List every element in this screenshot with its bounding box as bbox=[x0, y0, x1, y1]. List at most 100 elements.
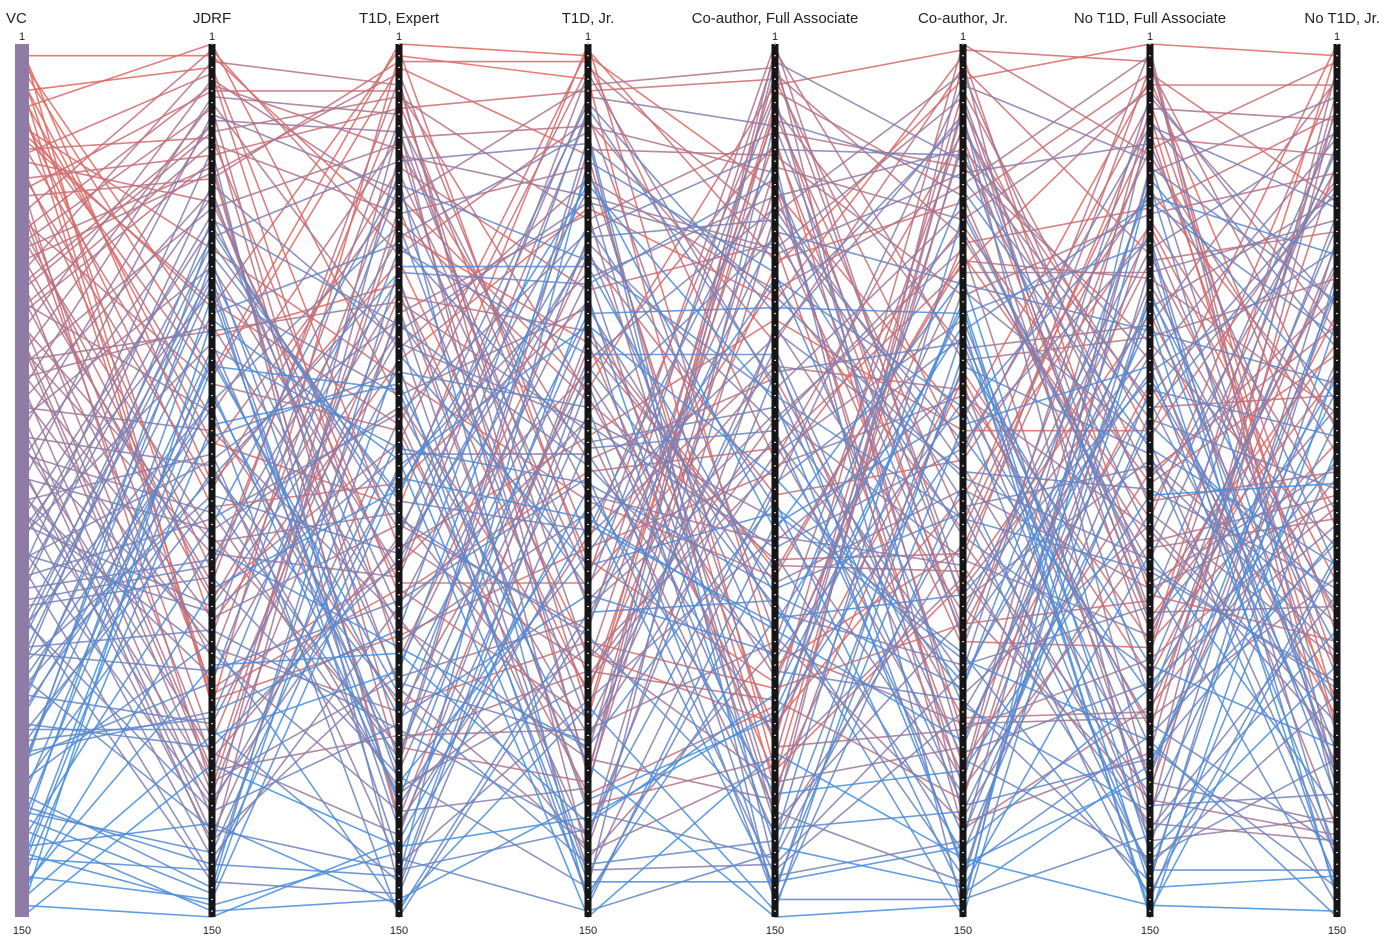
axis-tick-mark bbox=[587, 137, 589, 139]
axis-tick-mark bbox=[211, 230, 213, 233]
axis-tick-mark bbox=[398, 781, 400, 783]
axis-tick-mark bbox=[774, 230, 776, 233]
axis-tick-mark bbox=[211, 711, 213, 713]
item-polyline bbox=[21, 165, 1338, 877]
axis-tick-mark bbox=[1336, 898, 1338, 901]
axis-tick-mark bbox=[211, 699, 213, 701]
axis-tick-mark bbox=[1336, 90, 1338, 92]
axis-tick-mark bbox=[774, 289, 776, 291]
axis-tick-mark bbox=[398, 723, 400, 725]
axis-tick-mark bbox=[398, 582, 400, 584]
axis-tick-mark bbox=[1149, 43, 1151, 45]
item-polyline bbox=[21, 78, 1338, 637]
axis-tick-mark bbox=[587, 359, 589, 361]
item-polyline bbox=[21, 176, 1338, 908]
axis-tick-mark bbox=[211, 359, 213, 361]
axis-tick-mark bbox=[587, 711, 589, 713]
axis-tick-mark bbox=[211, 523, 213, 526]
axis-tick-mark bbox=[962, 418, 964, 420]
axis-tick-mark bbox=[962, 113, 964, 115]
item-polyline bbox=[21, 95, 1338, 549]
axis-bar bbox=[208, 44, 216, 917]
axis-tick-mark bbox=[774, 488, 776, 490]
axis-tick-mark bbox=[774, 676, 776, 678]
axis-tick-mark bbox=[962, 676, 964, 678]
axis-tick-mark bbox=[1336, 851, 1338, 854]
axis-tick-mark bbox=[398, 570, 400, 572]
axis-tick-mark bbox=[211, 840, 213, 842]
axis-tick-mark bbox=[1336, 605, 1338, 608]
axis-tick-mark bbox=[1336, 195, 1338, 197]
axis-tick-mark bbox=[1149, 617, 1151, 619]
axis-tick-mark bbox=[587, 312, 589, 315]
axis-tick-mark bbox=[1149, 547, 1151, 549]
axis-tick-mark bbox=[774, 465, 776, 467]
axis-tick-mark bbox=[774, 113, 776, 115]
axis-tick-mark bbox=[211, 570, 213, 572]
axis-tick-mark bbox=[774, 207, 776, 209]
item-polyline bbox=[21, 43, 1338, 691]
axis-tick-mark bbox=[1336, 769, 1338, 772]
axis-tick-mark bbox=[1149, 816, 1151, 818]
axis-tick-mark bbox=[398, 465, 400, 467]
axis-tick-mark bbox=[211, 652, 213, 654]
item-polyline bbox=[21, 48, 1338, 426]
axis-tick-mark bbox=[774, 500, 776, 502]
axis-bar bbox=[395, 44, 403, 917]
axis-tick-mark bbox=[774, 43, 776, 45]
axis-tick-mark bbox=[962, 476, 964, 479]
axis-tick-mark bbox=[1149, 676, 1151, 678]
item-polyline bbox=[21, 317, 1338, 901]
axis-tick-mark bbox=[211, 746, 213, 748]
axis-tick-mark bbox=[587, 172, 589, 174]
axis-tick-mark bbox=[774, 898, 776, 901]
axis-tick-mark bbox=[211, 312, 213, 315]
axis-tick-mark bbox=[774, 887, 776, 889]
axis-tick-mark bbox=[587, 90, 589, 92]
axis-tick-mark bbox=[1336, 641, 1338, 643]
item-polyline bbox=[21, 72, 1338, 632]
axis-tick-mark bbox=[1149, 746, 1151, 748]
item-polyline bbox=[21, 137, 1338, 843]
axis-tick-mark bbox=[587, 570, 589, 572]
axis-tick-mark bbox=[211, 828, 213, 830]
axis-tick-mark bbox=[1336, 863, 1338, 865]
item-polyline bbox=[21, 141, 1338, 738]
axis-tick-mark bbox=[1336, 371, 1338, 373]
axis-tick-mark bbox=[774, 769, 776, 772]
axis-tick-mark bbox=[962, 512, 964, 514]
axis-tick-mark bbox=[1336, 570, 1338, 572]
axis-tick-mark bbox=[962, 898, 964, 901]
axis-tick-mark bbox=[587, 242, 589, 244]
axis-tick-mark bbox=[1149, 184, 1151, 186]
item-polyline bbox=[21, 177, 1338, 690]
item-polyline bbox=[21, 43, 1338, 550]
axis-tick-mark bbox=[774, 277, 776, 279]
item-polyline bbox=[21, 84, 1338, 719]
axis-tick-mark bbox=[211, 723, 213, 725]
axis-tick-mark bbox=[398, 910, 400, 912]
axis-tick-mark bbox=[1149, 172, 1151, 174]
axis-tick-mark bbox=[774, 570, 776, 572]
axis-bar bbox=[1333, 44, 1341, 917]
axis-tick-mark bbox=[774, 266, 776, 268]
axis-tick-mark bbox=[774, 805, 776, 807]
axis-tick-mark bbox=[962, 453, 964, 455]
axis-tick-mark bbox=[962, 371, 964, 373]
axis-tick-mark bbox=[587, 558, 589, 561]
item-polyline bbox=[21, 293, 1338, 890]
axis-tick-mark bbox=[211, 500, 213, 502]
item-polyline bbox=[21, 229, 1338, 830]
axis-tick-mark bbox=[398, 195, 400, 197]
axis: Co-author, Jr. 1 150 bbox=[918, 10, 1008, 937]
axis-title: No T1D, Jr. bbox=[1304, 10, 1380, 27]
axis-tick-mark bbox=[211, 90, 213, 92]
axis-tick-mark bbox=[962, 793, 964, 795]
axis-tick-mark bbox=[962, 266, 964, 268]
item-polyline bbox=[21, 242, 1338, 837]
axis-tick-mark bbox=[1149, 711, 1151, 713]
axis-tick-mark bbox=[1336, 582, 1338, 584]
axis-tick-mark bbox=[398, 66, 400, 69]
axis-tick-mark bbox=[1336, 324, 1338, 326]
axis-tick-mark bbox=[1336, 101, 1338, 104]
